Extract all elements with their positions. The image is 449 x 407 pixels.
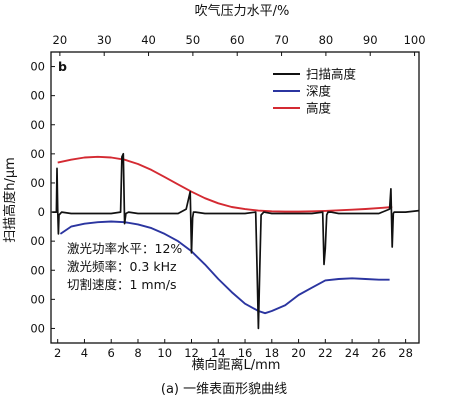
- series-line-depth: [59, 220, 390, 315]
- x-tick-label: 24: [345, 346, 360, 360]
- y-tick-label: 0: [38, 205, 45, 219]
- top-tick-label: 70: [274, 33, 289, 47]
- series-layer: [52, 152, 420, 330]
- y-tick-label: 00: [30, 321, 45, 335]
- x-axis-label: 横向距离L/mm: [192, 357, 281, 373]
- top-tick-label: 50: [186, 33, 201, 47]
- legend-label: 扫描高度: [306, 67, 357, 82]
- y-axis-label: 扫描高度h/μm: [2, 157, 18, 243]
- panel-label: b: [58, 59, 67, 74]
- x-tick-label: 10: [157, 346, 172, 360]
- y-tick-label: 00: [30, 147, 45, 161]
- top-tick-label: 80: [319, 33, 334, 47]
- annotation-text: 激光频率：0.3 kHz: [67, 259, 177, 274]
- top-tick-label: 30: [97, 33, 112, 47]
- x-tick-label: 28: [398, 346, 413, 360]
- y-tick-label: 00: [30, 292, 45, 306]
- annotation-text: 切割速度：1 mm/s: [67, 277, 177, 292]
- legend-label: 高度: [306, 101, 332, 116]
- top-tick-label: 20: [53, 33, 68, 47]
- annotation-text: 激光功率水平：12%: [67, 241, 182, 256]
- top-tick-label: 40: [141, 33, 156, 47]
- x-tick-label: 22: [318, 346, 333, 360]
- x-tick-label: 6: [108, 346, 115, 360]
- x-tick-label: 18: [264, 346, 279, 360]
- x-tick-label: 26: [372, 346, 387, 360]
- y-tick-label: 00: [30, 60, 45, 74]
- y-tick-label: 00: [30, 89, 45, 103]
- top-tick-label: 100: [404, 33, 426, 47]
- x-tick-label: 14: [211, 346, 226, 360]
- axis-ticks: 2 4 6 8 10 12 14 16 18 20 22 24 26 280000000000000000…: [30, 60, 413, 360]
- top-axis-ticks: 20 30 40 50 60 70 80 90 100: [53, 33, 426, 56]
- x-tick-label: 4: [81, 346, 88, 360]
- x-tick-label: 8: [134, 346, 141, 360]
- top-tick-label: 60: [230, 33, 245, 47]
- plot-frame: [50, 51, 420, 344]
- top-tick-label: 90: [363, 33, 378, 47]
- y-tick-label: 00: [30, 118, 45, 132]
- y-tick-label: 00: [30, 263, 45, 277]
- x-tick-label: 2: [54, 346, 61, 360]
- y-tick-label: 00: [30, 176, 45, 190]
- series-line-scan-height: [52, 152, 420, 330]
- annotations: 激光功率水平：12% 激光频率：0.3 kHz 切割速度：1 mm/s: [67, 241, 182, 292]
- x-tick-label: 16: [238, 346, 253, 360]
- series-line-height: [57, 155, 393, 213]
- figure-caption: (a) 一维表面形貌曲线: [161, 382, 287, 397]
- top-axis-label: 吹气压力水平/%: [195, 3, 290, 19]
- x-tick-label: 12: [184, 346, 199, 360]
- legend-label: 深度: [306, 84, 332, 99]
- y-tick-label: 00: [30, 234, 45, 248]
- x-tick-label: 20: [291, 346, 306, 360]
